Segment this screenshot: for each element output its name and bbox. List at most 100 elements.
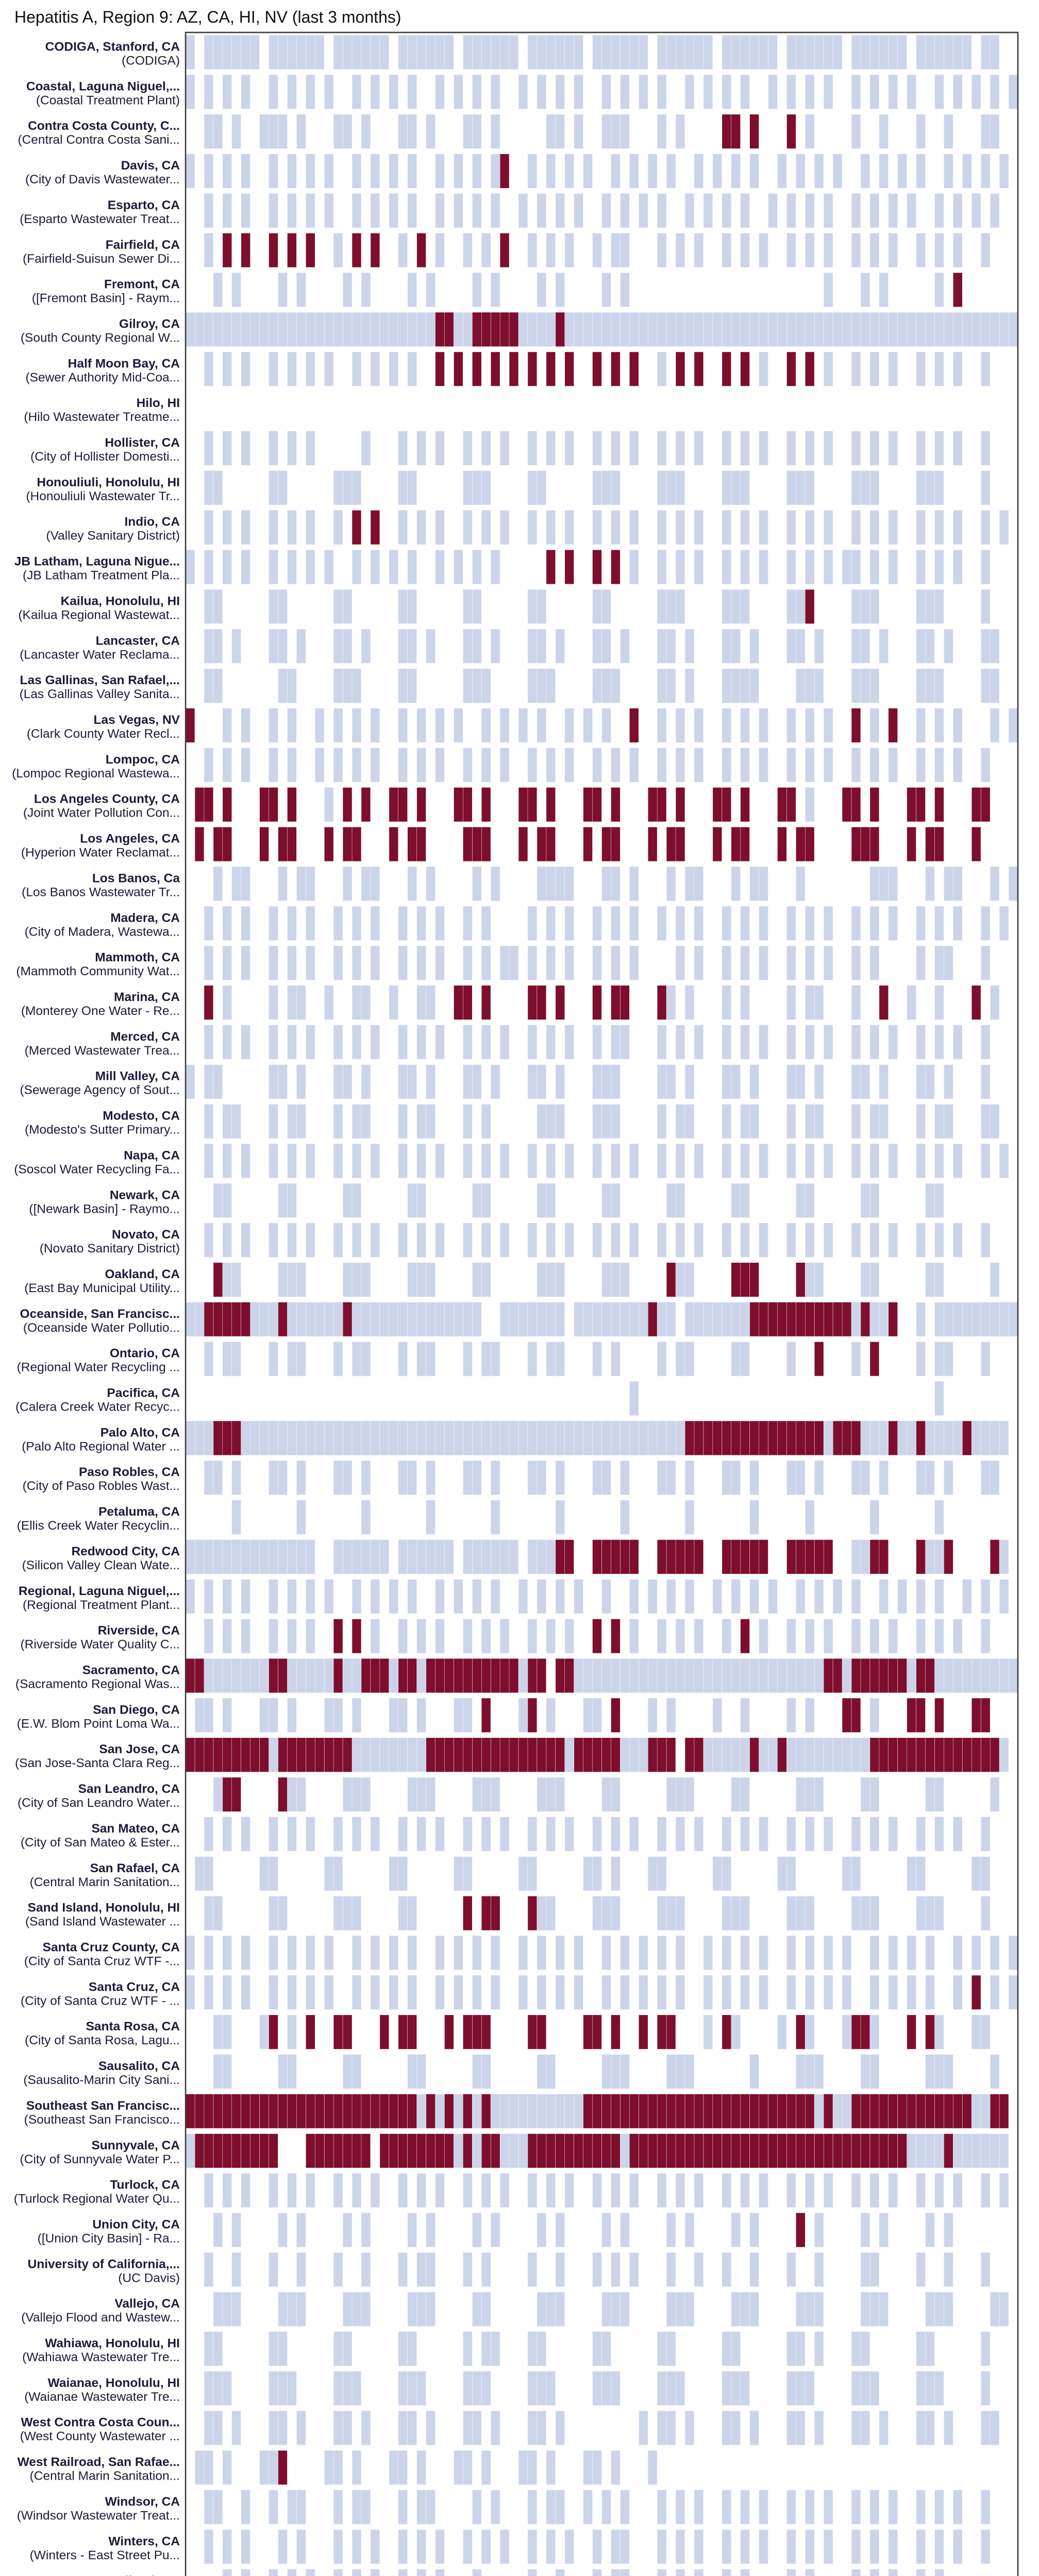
svg-text:(Lompoc Regional Wastewa...: (Lompoc Regional Wastewa... <box>12 767 180 781</box>
svg-text:Half Moon Bay, CA: Half Moon Bay, CA <box>68 357 180 370</box>
svg-text:San Leandro, CA: San Leandro, CA <box>78 1782 180 1796</box>
svg-text:Las Gallinas, San Rafael,...: Las Gallinas, San Rafael,... <box>20 673 180 687</box>
svg-text:Kailua, Honolulu, HI: Kailua, Honolulu, HI <box>61 595 180 608</box>
svg-text:Southeast San Francisc...: Southeast San Francisc... <box>26 2099 180 2113</box>
svg-text:West Contra Costa Coun...: West Contra Costa Coun... <box>21 2416 180 2430</box>
svg-text:Santa Rosa, CA: Santa Rosa, CA <box>86 2020 180 2033</box>
svg-text:Contra Costa County, C...: Contra Costa County, C... <box>28 119 180 133</box>
svg-text:Los Angeles, CA: Los Angeles, CA <box>80 832 180 846</box>
svg-text:Esparto, CA: Esparto, CA <box>108 198 180 212</box>
svg-text:Davis, CA: Davis, CA <box>121 159 180 173</box>
svg-text:Modesto, CA: Modesto, CA <box>103 1109 180 1123</box>
svg-text:(Winters - East Street Pu...: (Winters - East Street Pu... <box>30 2548 180 2562</box>
svg-text:Santa Cruz, CA: Santa Cruz, CA <box>89 1980 180 1994</box>
svg-text:San Diego, CA: San Diego, CA <box>93 1703 180 1717</box>
svg-text:(Sand Island Wastewater ...: (Sand Island Wastewater ... <box>25 1915 180 1929</box>
svg-text:(Sewerage Agency of Sout...: (Sewerage Agency of Sout... <box>20 1083 180 1097</box>
svg-text:(City of Hollister Domesti...: (City of Hollister Domesti... <box>30 450 180 464</box>
svg-text:(Central Contra Costa Sani...: (Central Contra Costa Sani... <box>18 133 180 147</box>
svg-text:University of California,...: University of California,... <box>28 2257 180 2271</box>
svg-text:(E.W. Blom Point Loma Wa...: (E.W. Blom Point Loma Wa... <box>17 1717 180 1731</box>
svg-text:Paso Robles, CA: Paso Robles, CA <box>79 1465 180 1479</box>
svg-text:(City of Paso Robles Wast...: (City of Paso Robles Wast... <box>23 1479 180 1493</box>
svg-text:Sunnyvale, CA: Sunnyvale, CA <box>91 2139 180 2153</box>
svg-text:(Coastal Treatment Plant): (Coastal Treatment Plant) <box>36 93 180 107</box>
svg-text:Oceanside, San Francisc...: Oceanside, San Francisc... <box>20 1307 180 1321</box>
svg-text:(JB Latham Treatment Pla...: (JB Latham Treatment Pla... <box>23 569 180 583</box>
svg-text:Hilo, HI: Hilo, HI <box>137 396 180 410</box>
svg-text:(City of Santa Cruz WTF -...: (City of Santa Cruz WTF -... <box>24 1955 180 1969</box>
svg-text:(Riverside Water Quality C...: (Riverside Water Quality C... <box>21 1638 180 1652</box>
svg-text:Fremont, CA: Fremont, CA <box>104 278 180 292</box>
svg-text:San Mateo, CA: San Mateo, CA <box>91 1822 180 1836</box>
svg-text:Vallejo, CA: Vallejo, CA <box>114 2297 180 2311</box>
svg-text:Indio, CA: Indio, CA <box>124 515 180 529</box>
svg-text:Madera, CA: Madera, CA <box>110 911 180 925</box>
svg-text:Woodland, CA: Woodland, CA <box>94 2574 180 2576</box>
svg-text:(Sewer Authority Mid-Coa...: (Sewer Authority Mid-Coa... <box>25 370 180 384</box>
svg-text:Petaluma, CA: Petaluma, CA <box>98 1505 180 1519</box>
svg-text:Hepatitis A, Region 9: AZ, CA,: Hepatitis A, Region 9: AZ, CA, HI, NV (l… <box>14 8 401 26</box>
svg-text:Newark, CA: Newark, CA <box>110 1188 180 1202</box>
svg-text:(Merced Wastewater Trea...: (Merced Wastewater Trea... <box>25 1044 180 1058</box>
svg-text:(Central Marin Sanitation...: (Central Marin Sanitation... <box>30 1875 180 1889</box>
svg-text:(Waianae Wastewater Tre...: (Waianae Wastewater Tre... <box>24 2390 180 2404</box>
svg-text:(Lancaster Water Reclama...: (Lancaster Water Reclama... <box>20 648 180 662</box>
svg-text:(UC Davis): (UC Davis) <box>118 2271 180 2285</box>
svg-text:Napa, CA: Napa, CA <box>124 1148 180 1162</box>
svg-text:Sacramento, CA: Sacramento, CA <box>82 1664 180 1677</box>
svg-text:Waianae, Honolulu, HI: Waianae, Honolulu, HI <box>48 2376 180 2390</box>
svg-text:(Joint Water Pollution Con...: (Joint Water Pollution Con... <box>23 806 180 820</box>
svg-text:Merced, CA: Merced, CA <box>110 1030 180 1044</box>
svg-text:(Las Gallinas Valley Sanita...: (Las Gallinas Valley Sanita... <box>20 687 180 701</box>
svg-text:(Regional Treatment Plant...: (Regional Treatment Plant... <box>23 1598 180 1612</box>
svg-text:Coastal, Laguna Niguel,...: Coastal, Laguna Niguel,... <box>26 79 180 93</box>
svg-text:(Soscol Water Recycling Fa...: (Soscol Water Recycling Fa... <box>14 1162 180 1176</box>
svg-text:(Silicon Valley Clean Wate...: (Silicon Valley Clean Wate... <box>22 1558 180 1572</box>
svg-text:(West County Wastewater ...: (West County Wastewater ... <box>20 2430 180 2444</box>
svg-text:(City of San Leandro Water...: (City of San Leandro Water... <box>18 1796 180 1810</box>
svg-text:Regional, Laguna Niguel,...: Regional, Laguna Niguel,... <box>19 1584 180 1598</box>
svg-text:(Hilo Wastewater Treatme...: (Hilo Wastewater Treatme... <box>24 410 180 424</box>
svg-text:CODIGA, Stanford, CA: CODIGA, Stanford, CA <box>45 40 180 54</box>
svg-text:(Central Marin Sanitation...: (Central Marin Sanitation... <box>30 2469 180 2483</box>
svg-text:(Kailua Regional Wastewat...: (Kailua Regional Wastewat... <box>18 608 180 622</box>
svg-text:(East Bay Municipal Utility...: (East Bay Municipal Utility... <box>24 1281 180 1295</box>
svg-text:(Calera Creek Water Recyc...: (Calera Creek Water Recyc... <box>15 1400 180 1414</box>
svg-text:Mammoth, CA: Mammoth, CA <box>95 951 180 964</box>
svg-text:Las Vegas, NV: Las Vegas, NV <box>93 713 180 727</box>
svg-text:Winters, CA: Winters, CA <box>108 2534 180 2548</box>
svg-text:Lancaster, CA: Lancaster, CA <box>96 634 180 648</box>
svg-text:Mill Valley, CA: Mill Valley, CA <box>95 1070 180 1083</box>
svg-text:(City of San Mateo & Ester...: (City of San Mateo & Ester... <box>21 1836 180 1850</box>
svg-text:West Railroad, San Rafae...: West Railroad, San Rafae... <box>18 2455 180 2469</box>
svg-text:(Mammoth Community Wat...: (Mammoth Community Wat... <box>16 964 180 978</box>
svg-text:(City of Santa Rosa, Lagu...: (City of Santa Rosa, Lagu... <box>25 2033 180 2047</box>
svg-text:(Novato Sanitary District): (Novato Sanitary District) <box>40 1242 180 1256</box>
svg-text:(Windsor Wastewater Treat...: (Windsor Wastewater Treat... <box>17 2509 180 2522</box>
svg-text:Windsor, CA: Windsor, CA <box>105 2495 180 2509</box>
svg-text:Gilroy, CA: Gilroy, CA <box>119 317 180 331</box>
svg-text:Sand Island, Honolulu, HI: Sand Island, Honolulu, HI <box>28 1901 180 1915</box>
svg-text:([Newark Basin] - Raymo...: ([Newark Basin] - Raymo... <box>29 1202 180 1216</box>
svg-text:Turlock, CA: Turlock, CA <box>110 2178 180 2192</box>
svg-text:Wahiawa, Honolulu, HI: Wahiawa, Honolulu, HI <box>45 2336 180 2350</box>
svg-text:(Ellis Creek Water Recyclin...: (Ellis Creek Water Recyclin... <box>17 1519 180 1533</box>
svg-text:(Hyperion Water Reclamat...: (Hyperion Water Reclamat... <box>21 846 180 860</box>
svg-text:Santa Cruz County, CA: Santa Cruz County, CA <box>43 1941 180 1955</box>
svg-text:(Esparto Wastewater Treat...: (Esparto Wastewater Treat... <box>20 212 180 226</box>
svg-text:Ontario, CA: Ontario, CA <box>110 1347 180 1361</box>
svg-text:Pacifica, CA: Pacifica, CA <box>107 1386 180 1400</box>
svg-text:(City of Madera, Wastewa...: (City of Madera, Wastewa... <box>25 925 180 939</box>
svg-text:Marina, CA: Marina, CA <box>114 990 180 1004</box>
svg-text:(South County Regional W...: (South County Regional W... <box>21 331 180 345</box>
svg-text:([Fremont Basin] - Raym...: ([Fremont Basin] - Raym... <box>32 292 180 306</box>
svg-text:Oakland, CA: Oakland, CA <box>105 1267 180 1281</box>
svg-text:(Southeast San Francisco...: (Southeast San Francisco... <box>24 2113 180 2127</box>
svg-text:San Rafael, CA: San Rafael, CA <box>90 1861 180 1875</box>
svg-text:(City of Sunnyvale Water P...: (City of Sunnyvale Water P... <box>20 2153 180 2166</box>
svg-text:(Monterey One Water - Re...: (Monterey One Water - Re... <box>21 1004 180 1018</box>
svg-text:(City of Davis Wastewater...: (City of Davis Wastewater... <box>25 173 180 187</box>
svg-text:(Turlock Regional Water Qu...: (Turlock Regional Water Qu... <box>14 2192 180 2206</box>
svg-text:(City of Santa Cruz WTF - ...: (City of Santa Cruz WTF - ... <box>21 1994 180 2008</box>
